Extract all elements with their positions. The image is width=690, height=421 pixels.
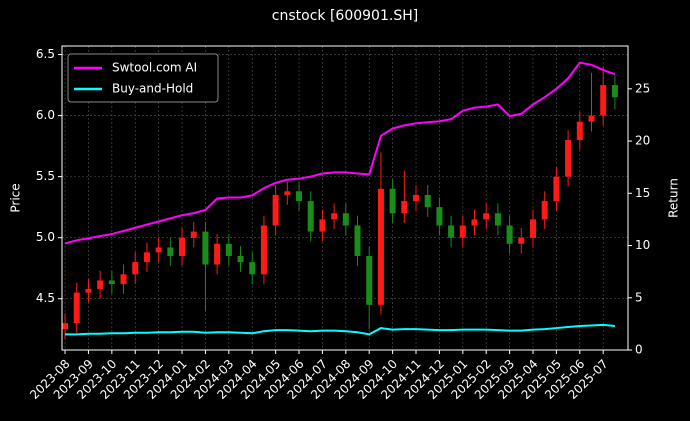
- candle-body: [576, 121, 583, 141]
- candle-body: [319, 219, 326, 232]
- candle-body: [377, 188, 384, 305]
- candle-body: [331, 213, 338, 220]
- candle-body: [401, 201, 408, 214]
- candle-body: [565, 140, 572, 177]
- candle-body: [588, 115, 595, 122]
- candle-body: [190, 231, 197, 238]
- y2-tick-label: 0: [635, 343, 643, 357]
- candle-body: [459, 225, 466, 238]
- y2-tick-label: 5: [635, 290, 643, 304]
- y-tick-label: 4.5: [36, 291, 55, 305]
- candle-body: [530, 219, 537, 238]
- y-tick-label: 5.0: [36, 230, 55, 244]
- y2-tick-label: 20: [635, 134, 650, 148]
- candle-body: [108, 280, 115, 285]
- y2-tick-label: 25: [635, 81, 650, 95]
- candle-body: [249, 262, 256, 275]
- plot-frame: [61, 45, 629, 351]
- return-line: [65, 323, 615, 336]
- candle-body: [389, 188, 396, 214]
- candle-body: [342, 213, 349, 226]
- candle-body: [307, 201, 314, 232]
- chart-title: cnstock [600901.SH]: [272, 8, 418, 24]
- candle-body: [225, 243, 232, 256]
- return-line: [64, 61, 616, 245]
- candle-body: [541, 201, 548, 220]
- candle-body: [237, 255, 244, 263]
- y-tick-label: 5.5: [36, 169, 55, 183]
- candle-body: [73, 292, 80, 324]
- candle-body: [600, 85, 607, 116]
- candle-body: [143, 252, 150, 263]
- candle-body: [518, 237, 525, 244]
- y2-tick-label: 15: [635, 186, 650, 200]
- candle-body: [284, 191, 291, 195]
- candle-body: [85, 288, 92, 293]
- candle-body: [483, 213, 490, 220]
- candle-body: [155, 247, 162, 253]
- candle-body: [413, 194, 420, 202]
- candle-body: [354, 225, 361, 256]
- y-tick-label: 6.0: [36, 108, 55, 122]
- candle-body: [471, 219, 478, 226]
- y2-axis-label: Return: [667, 178, 681, 218]
- candle-body: [553, 176, 560, 202]
- candle-body: [494, 213, 501, 226]
- candle-body: [120, 274, 127, 285]
- candle-body: [97, 280, 104, 289]
- candle-body: [179, 237, 186, 256]
- candle-body: [436, 207, 443, 226]
- candle-body: [506, 225, 513, 244]
- candle-body: [132, 262, 139, 275]
- y2-tick-label: 10: [635, 238, 650, 252]
- legend-label: Buy-and-Hold: [112, 82, 193, 96]
- candle-body: [424, 194, 431, 208]
- candle-body: [62, 323, 69, 330]
- candle-body: [214, 243, 221, 265]
- candle-body: [260, 225, 267, 275]
- y-axis-label: Price: [9, 183, 23, 212]
- candle-body: [366, 255, 373, 305]
- candle-body: [611, 85, 618, 98]
- legend-label: Swtool.com AI: [112, 61, 197, 75]
- candle-body: [448, 225, 455, 238]
- legend-box: [67, 53, 219, 103]
- candle-body: [272, 194, 279, 226]
- candle-body: [296, 191, 303, 202]
- candle-body: [202, 231, 209, 265]
- candle-body: [167, 247, 174, 256]
- y-tick-label: 6.5: [36, 47, 55, 61]
